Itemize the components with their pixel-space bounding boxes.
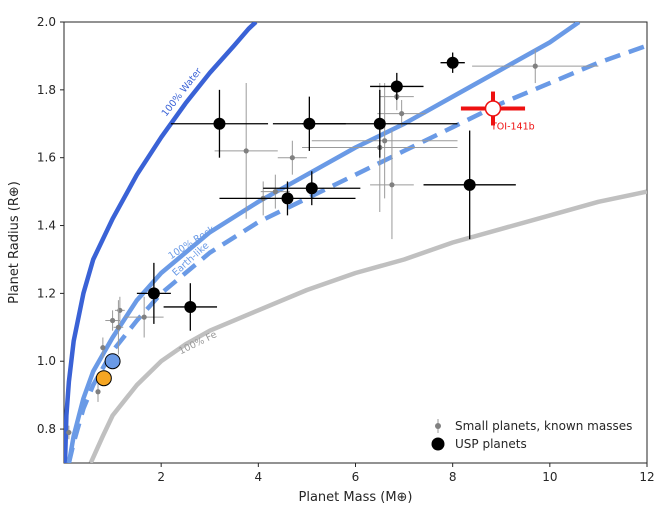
small-planet-point (377, 100, 426, 128)
data-point (281, 192, 294, 205)
highlight-planet: TOI-141b (460, 91, 535, 133)
y-axis-label: Planet Radius (R⊕) (7, 181, 22, 304)
legend-box (418, 412, 640, 456)
usp-planet-point (219, 181, 356, 216)
small-planet-point (124, 296, 164, 338)
small-planet-point (260, 174, 290, 209)
data-point (382, 138, 388, 144)
x-tick-label: 10 (542, 470, 557, 484)
data-point (373, 117, 386, 130)
legend-marker (431, 437, 445, 451)
legend-item: USP planets (431, 437, 527, 451)
y-tick-label: 1.4 (37, 219, 56, 233)
data-point (389, 182, 395, 188)
y-tick-label: 2.0 (37, 15, 56, 29)
y-tick-label: 1.8 (37, 83, 56, 97)
data-point (243, 148, 249, 154)
data-point (100, 345, 106, 351)
data-point (213, 117, 226, 130)
y-tick-label: 0.8 (37, 422, 56, 436)
x-axis-label: Planet Mass (M⊕) (299, 490, 413, 505)
usp-planet-point (263, 171, 361, 206)
x-tick-label: 12 (639, 470, 654, 484)
curve-100-fe (88, 189, 647, 463)
usp-planet-point (423, 130, 516, 240)
usp-planets-series (136, 52, 516, 331)
reference-point (104, 353, 121, 370)
highlight-point (484, 100, 502, 117)
small-planet-point (105, 310, 120, 331)
x-tick-label: 4 (255, 470, 263, 484)
highlight-label: TOI-141b (490, 122, 535, 133)
curve-earth-like (66, 43, 647, 463)
x-tick-label: 6 (352, 470, 360, 484)
y-tick-label: 1.2 (37, 286, 56, 300)
legend: Small planets, known masses USP planets (418, 412, 640, 456)
small-planet-point (100, 337, 106, 358)
legend-marker (435, 423, 441, 429)
data-point (305, 182, 318, 195)
data-point (272, 189, 278, 195)
usp-planet-point (370, 72, 424, 101)
usp-planet-point (440, 52, 465, 73)
y-tick-label: 1.0 (37, 354, 56, 368)
small-planet-point (472, 49, 599, 84)
small-planet-point (113, 300, 124, 355)
reference-point (95, 370, 112, 387)
small-planet-point (66, 425, 72, 440)
data-point (532, 63, 538, 69)
curve-100-rock (66, 22, 581, 463)
data-point (399, 110, 405, 117)
y-tick-label: 1.6 (37, 151, 56, 165)
small-planet-point (95, 381, 101, 402)
small-planet-point (214, 83, 278, 219)
x-tick-label: 2 (157, 470, 165, 484)
small-planets-series (66, 49, 599, 440)
plot-area (63, 21, 648, 464)
data-point (147, 287, 160, 300)
usp-planet-point (170, 89, 269, 158)
legend-item: Small planets, known masses (435, 419, 632, 433)
data-point (289, 155, 295, 161)
usp-planet-point (136, 262, 171, 324)
data-point (446, 56, 459, 69)
data-point (95, 389, 101, 395)
x-tick-label: 8 (449, 470, 457, 484)
reference-points (95, 353, 121, 387)
data-point (66, 429, 72, 436)
legend-label: Small planets, known masses (455, 419, 632, 433)
data-point (141, 314, 147, 320)
y-axis: 0.8 1.0 1.2 1.4 1.6 1.8 2.0 (37, 15, 64, 436)
small-planet-point (370, 130, 414, 240)
data-point (390, 80, 403, 93)
data-point (463, 178, 476, 191)
usp-planet-point (163, 283, 218, 331)
data-point (109, 317, 116, 324)
x-axis: 2 4 6 8 10 12 (157, 463, 655, 484)
model-curves (64, 22, 647, 463)
data-point (184, 300, 197, 313)
data-point (115, 324, 122, 330)
usp-planet-point (302, 89, 458, 158)
small-planet-point (277, 140, 307, 175)
legend-label: USP planets (455, 437, 527, 451)
small-planet-point (311, 83, 458, 199)
curve-100-water (64, 22, 258, 463)
